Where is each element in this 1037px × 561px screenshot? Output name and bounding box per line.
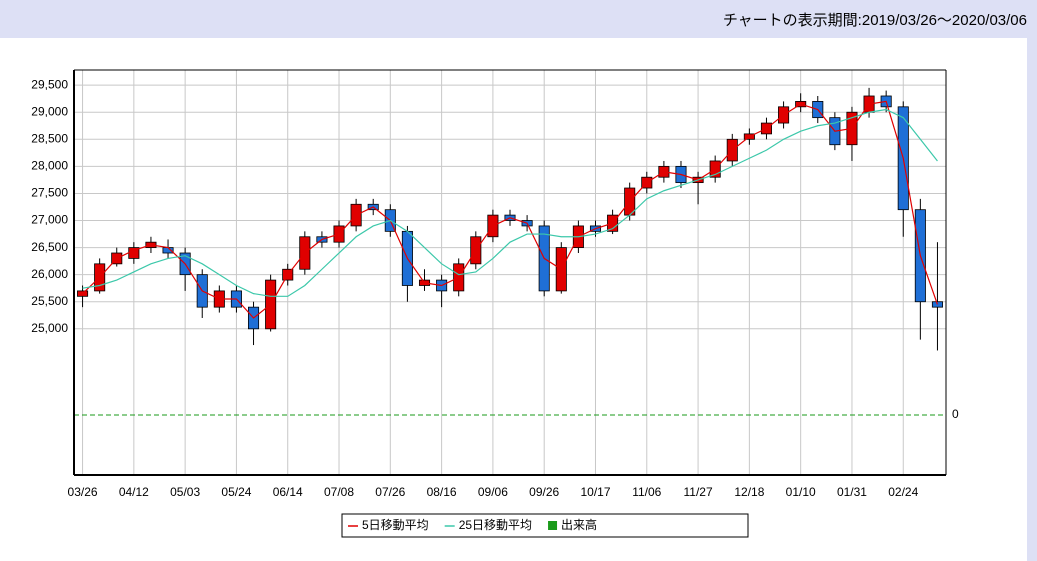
y-tick-label: 26,500 bbox=[31, 240, 68, 254]
legend-label: 出来高 bbox=[561, 517, 597, 532]
x-tick-label: 06/14 bbox=[273, 485, 303, 499]
x-tick-label: 12/18 bbox=[734, 485, 764, 499]
legend-swatch bbox=[548, 521, 558, 530]
x-tick-label: 05/24 bbox=[221, 485, 251, 499]
x-tick-label: 09/26 bbox=[529, 485, 559, 499]
y-tick-label: 25,000 bbox=[31, 321, 68, 335]
x-tick-label: 02/24 bbox=[888, 485, 918, 499]
legend-box bbox=[341, 513, 749, 538]
header-title: チャートの表示期間:2019/03/26～2020/03/06 bbox=[722, 12, 1027, 29]
x-tick-label: 11/27 bbox=[684, 485, 713, 499]
legend-label: 5日移動平均 bbox=[362, 518, 429, 532]
y2-tick-label: 0 bbox=[952, 407, 959, 421]
y-tick-label: 29,000 bbox=[31, 104, 68, 118]
x-tick-label: 04/12 bbox=[119, 485, 149, 499]
x-tick-label: 10/17 bbox=[580, 485, 610, 499]
x-tick-label: 01/31 bbox=[837, 485, 867, 499]
candle-body bbox=[931, 301, 943, 308]
y-tick-label: 28,500 bbox=[31, 131, 68, 145]
scrollbar bbox=[1027, 38, 1037, 561]
x-tick-label: 03/26 bbox=[68, 485, 98, 499]
x-tick-label: 07/08 bbox=[324, 485, 354, 499]
plot-area bbox=[74, 70, 946, 475]
y-tick-label: 26,000 bbox=[31, 267, 68, 281]
x-tick-label: 01/10 bbox=[786, 485, 816, 499]
y-tick-label: 27,000 bbox=[31, 213, 68, 227]
moving-average-line bbox=[82, 100, 939, 319]
x-tick-label: 08/16 bbox=[427, 485, 457, 499]
x-tick-label: 07/26 bbox=[375, 485, 405, 499]
x-tick-label: 05/03 bbox=[170, 485, 200, 499]
x-tick-label: 09/06 bbox=[478, 485, 508, 499]
legend-label: 25日移動平均 bbox=[459, 518, 532, 532]
y-tick-label: 27,500 bbox=[31, 186, 68, 200]
y-tick-label: 28,000 bbox=[31, 159, 68, 173]
moving-average-line bbox=[82, 108, 938, 297]
x-tick-label: 11/06 bbox=[632, 485, 661, 499]
y-tick-label: 29,500 bbox=[31, 77, 68, 91]
y-tick-label: 25,500 bbox=[31, 294, 68, 308]
header: チャートの表示期間:2019/03/26～2020/03/06 bbox=[0, 0, 1037, 38]
